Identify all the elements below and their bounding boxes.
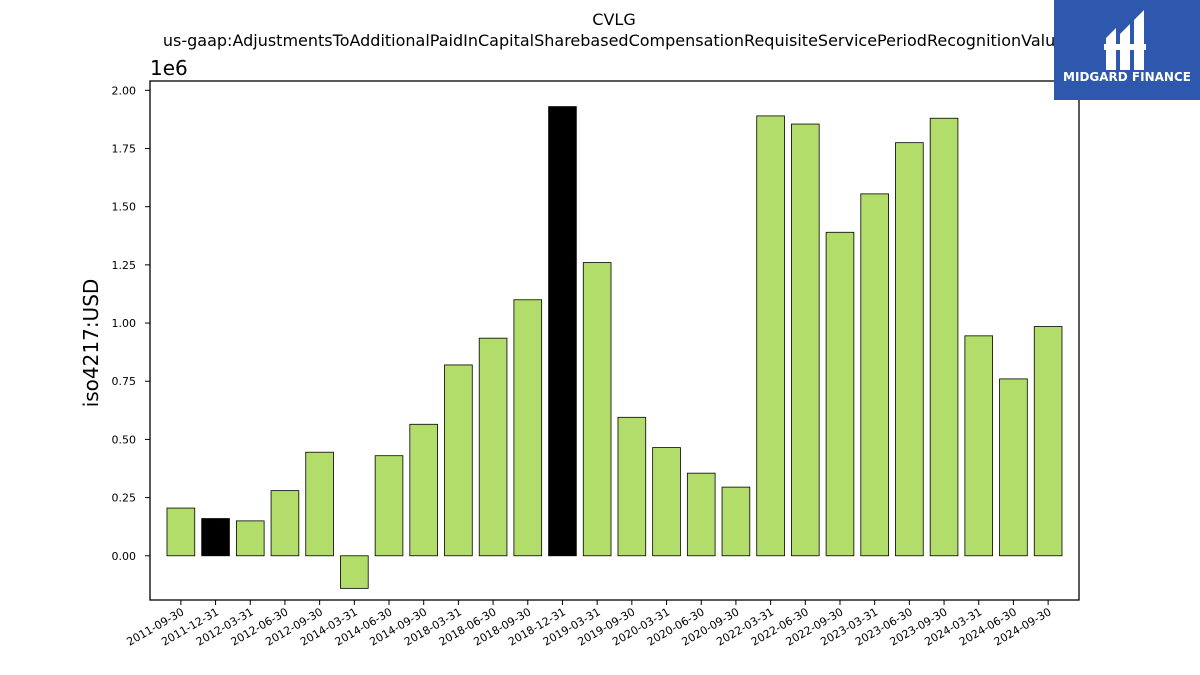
bar [235,520,265,557]
bar [721,486,751,557]
y-tick-label: 1.25 [112,259,137,272]
bar [999,378,1028,557]
y-tick-label: 0.50 [112,433,137,446]
bar [270,490,300,557]
bar [929,117,959,557]
bar [340,555,369,589]
bar [756,115,785,557]
logo-text: MIDGARD FINANCE [1063,70,1191,84]
y-tick-label: 0.25 [112,492,137,505]
bar [791,123,820,557]
y-tick-label: 1.75 [112,142,137,155]
bar [548,106,577,557]
bar [825,231,855,557]
midgard-finance-logo: MIDGARD FINANCE [1054,0,1200,100]
bar [617,416,647,557]
y-tick-label: 0.75 [112,375,137,388]
chart-title: CVLG [592,10,635,29]
plot-area: 0.000.250.500.751.001.251.501.752.002011… [112,84,1063,649]
bar [409,423,438,557]
bar [201,518,230,557]
y-tick-label: 1.50 [112,201,137,214]
y-axis-label: iso4217:USD [79,279,103,408]
bar [686,472,716,557]
bar [1033,326,1063,557]
chart-subtitle: us-gaap:AdjustmentsToAdditionalPaidInCap… [163,31,1065,50]
y-tick-label: 0.00 [112,550,137,563]
bar [513,299,543,557]
bar [444,364,473,557]
bar [478,337,508,557]
bar [374,455,404,557]
y-tick-label: 1.00 [112,317,137,330]
plot-frame [149,80,1080,601]
bar [582,262,612,557]
y-multiplier-label: 1e6 [150,56,188,80]
y-tick-label: 2.00 [112,84,137,97]
bar [860,193,889,557]
bar [166,507,196,557]
bar [652,447,681,557]
bar [305,451,334,557]
logo-mark-icon [1104,10,1146,70]
bar [964,335,994,557]
bar [895,142,924,557]
